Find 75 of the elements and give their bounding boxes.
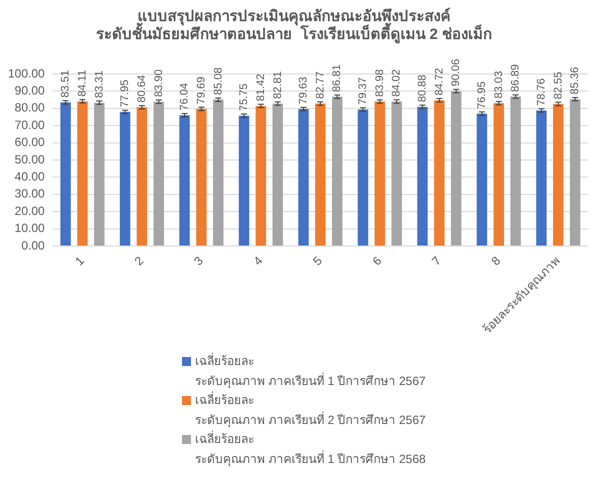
x-tick-label: 6 (370, 253, 385, 268)
bar (120, 112, 130, 246)
data-label: 84.11 (76, 70, 88, 97)
legend-label: เฉลี่ยร้อยละ ระดับคุณภาพ ภาคเรียนที่ 2 ปีการศึกษา 2567 (195, 391, 426, 430)
y-tick-label: 50.00 (14, 152, 46, 166)
data-label: 90.06 (450, 58, 462, 86)
data-label: 85.08 (212, 67, 224, 95)
data-label: 82.81 (272, 71, 284, 99)
y-tick-label: 90.00 (14, 84, 46, 98)
y-tick-label: 100.00 (8, 66, 46, 80)
bar (391, 101, 402, 246)
data-label: 86.81 (331, 64, 344, 92)
y-tick-label: 80.00 (14, 100, 46, 115)
y-tick-label: 40.00 (14, 170, 46, 184)
bar (570, 99, 580, 246)
bar (434, 100, 445, 246)
y-tick-label: 20.00 (14, 204, 46, 218)
legend-label: เฉลี่ยร้อยละ ระดับคุณภาพ ภาคเรียนที่ 1 ปีการศึกษา 2568 (195, 430, 426, 468)
bar (358, 109, 368, 246)
data-label: 76.04 (178, 82, 191, 110)
data-label: 79.69 (195, 76, 208, 104)
x-tick-label: 2 (132, 253, 147, 268)
data-label: 86.89 (510, 64, 522, 92)
bar (60, 102, 71, 246)
bar (494, 103, 504, 246)
y-tick-label: 30.00 (14, 186, 46, 201)
data-label: 81.42 (254, 74, 267, 102)
y-tick-label: 10.00 (14, 221, 46, 236)
data-label: 75.75 (238, 83, 250, 111)
data-label: 83.98 (374, 69, 386, 97)
x-tick-label: 4 (250, 253, 266, 268)
bar (213, 100, 224, 246)
data-label: 82.55 (552, 72, 564, 100)
bar (476, 114, 488, 246)
data-label: 78.76 (535, 78, 548, 106)
data-label: 80.88 (416, 74, 428, 102)
y-tick-label: 0.00 (21, 238, 46, 252)
bar (154, 102, 164, 246)
y-tick-label: 70.00 (14, 118, 46, 132)
bar (272, 104, 283, 246)
data-label: 79.63 (298, 76, 310, 104)
bar (553, 104, 564, 246)
bar (417, 106, 428, 246)
data-label: 83.51 (60, 70, 72, 98)
bar (315, 104, 326, 246)
bar (256, 106, 266, 246)
data-label: 83.31 (93, 70, 106, 98)
data-label: 83.90 (152, 69, 165, 97)
data-label: 85.36 (569, 66, 582, 94)
data-label: 82.77 (314, 71, 326, 99)
x-tick-label: 5 (310, 253, 326, 268)
legend-label: เฉลี่ยร้อยละ ระดับคุณภาพ ภาคเรียนที่ 1 ปีการศึกษา 2567 (195, 352, 426, 390)
bar (238, 116, 250, 246)
data-label: 79.37 (357, 77, 370, 105)
data-label: 80.64 (136, 75, 148, 103)
data-label: 84.02 (390, 69, 403, 97)
bar (94, 102, 105, 246)
bar (510, 96, 521, 246)
data-label: 84.72 (433, 68, 446, 96)
x-tick-label: 1 (72, 253, 88, 268)
bar (179, 115, 190, 246)
bar (332, 96, 342, 246)
bar (536, 110, 547, 246)
data-label: 83.03 (492, 70, 505, 98)
bar (298, 109, 309, 246)
bar (374, 102, 386, 246)
data-label: 76.95 (476, 81, 488, 109)
bar (196, 108, 207, 246)
bar (450, 91, 462, 246)
data-label: 77.95 (119, 80, 132, 108)
bar (77, 101, 88, 246)
y-tick-label: 60.00 (14, 135, 46, 150)
x-tick-label: 7 (429, 253, 444, 268)
x-tick-label: 3 (191, 253, 206, 268)
bar (136, 107, 148, 246)
